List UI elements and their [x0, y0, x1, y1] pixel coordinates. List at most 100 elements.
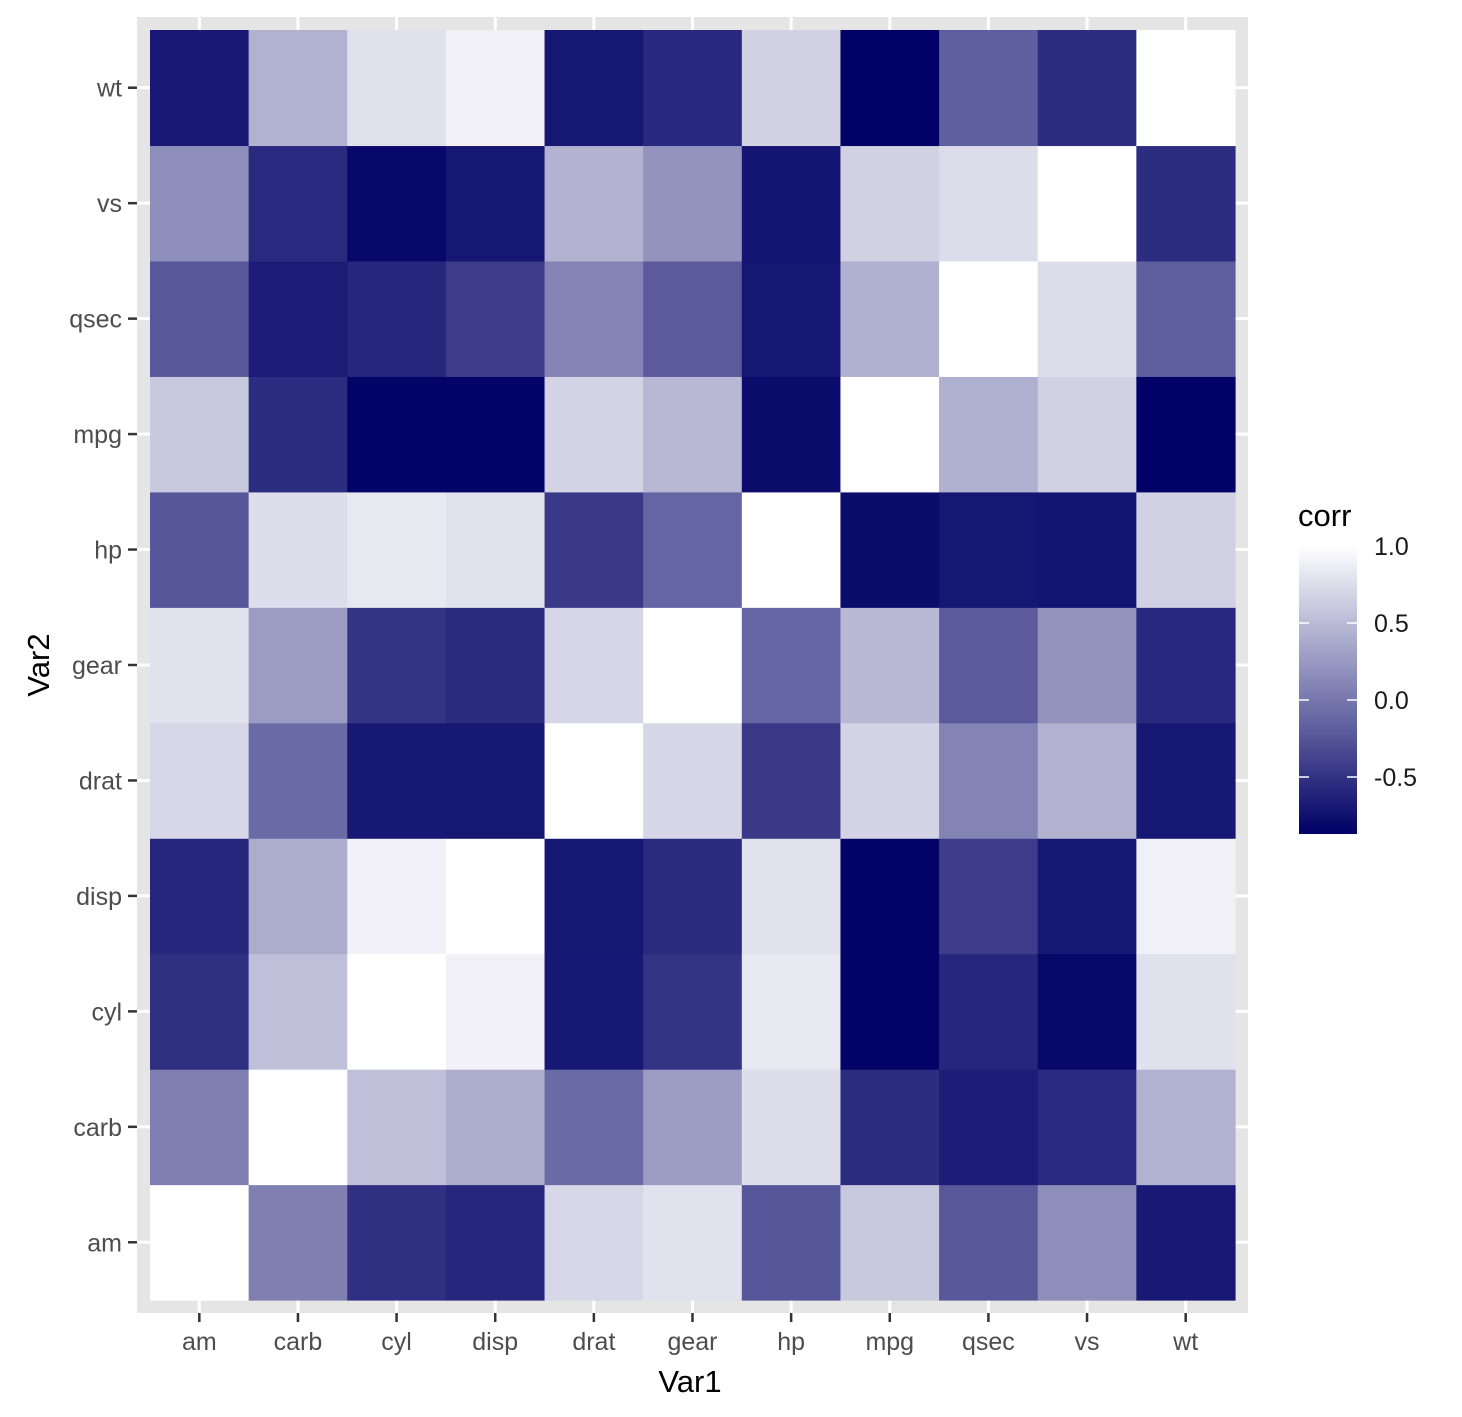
heatmap-cell-am-wt	[150, 30, 250, 147]
heatmap-cell-mpg-am	[840, 1184, 940, 1301]
heatmap-cell-cyl-vs	[347, 145, 447, 262]
heatmap-cell-hp-am	[741, 1184, 842, 1301]
heatmap-cell-qsec-carb	[939, 1069, 1039, 1186]
heatmap-cell-gear-am	[643, 1184, 743, 1301]
heatmap-cell-am-vs	[150, 145, 250, 262]
heatmap-cell-cyl-carb	[347, 1069, 447, 1186]
heatmap-cell-gear-drat	[643, 722, 743, 839]
heatmap-cell-carb-gear	[248, 607, 348, 724]
heatmap-cell-wt-disp	[1136, 838, 1236, 955]
y-tick-label-qsec: qsec	[69, 306, 122, 334]
heatmap-cell-carb-disp	[248, 838, 348, 955]
heatmap-cell-am-qsec	[150, 260, 250, 377]
heatmap-cell-carb-hp	[248, 491, 348, 608]
legend-ticks: 1.0 0.5 0.0 -0.5	[1299, 533, 1417, 792]
heatmap-cell-vs-cyl	[1037, 953, 1137, 1070]
heatmap-cell-gear-mpg	[643, 376, 743, 493]
heatmap-cell-vs-gear	[1037, 607, 1137, 724]
y-tick-label-disp: disp	[76, 883, 122, 911]
heatmap-cell-gear-disp	[643, 838, 743, 955]
heatmap-cell-wt-mpg	[1136, 376, 1236, 493]
heatmap-cell-carb-mpg	[248, 376, 348, 493]
heatmap-cell-cyl-drat	[347, 722, 447, 839]
legend-tick-label: 1.0	[1374, 533, 1409, 561]
heatmap-cell-cyl-wt	[347, 30, 447, 147]
heatmap-cell-mpg-cyl	[840, 953, 940, 1070]
heatmap-cell-am-gear	[150, 607, 250, 724]
heatmap-cell-qsec-wt	[939, 30, 1039, 147]
heatmap-cell-drat-drat	[544, 722, 644, 839]
heatmap-cell-qsec-qsec	[939, 260, 1039, 377]
heatmap-cell-drat-disp	[544, 838, 644, 955]
heatmap-cell-am-am	[150, 1184, 250, 1301]
heatmap-cell-gear-vs	[643, 145, 743, 262]
x-tick-label-cyl: cyl	[381, 1328, 412, 1356]
y-tick-label-am: am	[87, 1229, 122, 1257]
heatmap-cell-qsec-hp	[939, 491, 1039, 608]
heatmap-cell-am-drat	[150, 722, 250, 839]
heatmap-cell-hp-cyl	[741, 953, 842, 1070]
heatmap-cell-gear-gear	[643, 607, 743, 724]
heatmap-cell-cyl-hp	[347, 491, 447, 608]
heatmap-cell-am-cyl	[150, 953, 250, 1070]
heatmap-cell-drat-gear	[544, 607, 644, 724]
x-tick-label-gear: gear	[667, 1328, 717, 1356]
heatmap-cell-disp-gear	[445, 607, 546, 724]
heatmap-cell-disp-wt	[445, 30, 546, 147]
y-tick-label-drat: drat	[79, 767, 122, 795]
heatmap-cell-vs-mpg	[1037, 376, 1137, 493]
x-axis-title: Var1	[658, 1364, 721, 1399]
heatmap-cell-wt-am	[1136, 1184, 1236, 1301]
heatmap-cell-qsec-vs	[939, 145, 1039, 262]
heatmap-cell-carb-wt	[248, 30, 348, 147]
x-tick-label-disp: disp	[472, 1328, 518, 1356]
heatmap-cell-qsec-cyl	[939, 953, 1039, 1070]
heatmap-cell-vs-am	[1037, 1184, 1137, 1301]
legend-tick-label: 0.5	[1374, 610, 1409, 638]
heatmap-cell-qsec-mpg	[939, 376, 1039, 493]
heatmap-cells	[150, 30, 1236, 1301]
heatmap-cell-wt-qsec	[1136, 260, 1236, 377]
heatmap-cell-am-disp	[150, 838, 250, 955]
heatmap-cell-am-mpg	[150, 376, 250, 493]
heatmap-cell-am-hp	[150, 491, 250, 608]
heatmap-cell-drat-am	[544, 1184, 644, 1301]
heatmap-cell-hp-mpg	[741, 376, 842, 493]
heatmap-cell-drat-vs	[544, 145, 644, 262]
heatmap-cell-hp-gear	[741, 607, 842, 724]
y-axis: am carb cyl disp drat gear hp mpg qsec vs wt	[69, 75, 137, 1257]
heatmap-cell-mpg-hp	[840, 491, 940, 608]
heatmap-cell-disp-vs	[445, 145, 546, 262]
heatmap-cell-cyl-disp	[347, 838, 447, 955]
heatmap-cell-qsec-disp	[939, 838, 1039, 955]
heatmap-cell-vs-wt	[1037, 30, 1137, 147]
heatmap-cell-wt-drat	[1136, 722, 1236, 839]
heatmap-cell-hp-qsec	[741, 260, 842, 377]
heatmap-cell-drat-carb	[544, 1069, 644, 1186]
heatmap-cell-disp-mpg	[445, 376, 546, 493]
heatmap-cell-hp-hp	[741, 491, 842, 608]
heatmap-cell-qsec-drat	[939, 722, 1039, 839]
heatmap-cell-cyl-am	[347, 1184, 447, 1301]
heatmap-cell-am-carb	[150, 1069, 250, 1186]
heatmap-cell-mpg-vs	[840, 145, 940, 262]
heatmap-cell-drat-cyl	[544, 953, 644, 1070]
heatmap-cell-hp-vs	[741, 145, 842, 262]
heatmap-cell-gear-cyl	[643, 953, 743, 1070]
y-tick-label-wt: wt	[96, 75, 122, 103]
heatmap-cell-wt-gear	[1136, 607, 1236, 724]
heatmap-cell-gear-carb	[643, 1069, 743, 1186]
y-tick-label-vs: vs	[97, 190, 122, 218]
heatmap-cell-qsec-gear	[939, 607, 1039, 724]
heatmap-cell-vs-vs	[1037, 145, 1137, 262]
heatmap-cell-disp-qsec	[445, 260, 546, 377]
heatmap-cell-vs-hp	[1037, 491, 1137, 608]
heatmap-cell-carb-vs	[248, 145, 348, 262]
y-tick-label-hp: hp	[94, 537, 122, 565]
heatmap-cell-wt-wt	[1136, 30, 1236, 147]
heatmap-cell-drat-qsec	[544, 260, 644, 377]
legend-title: corr	[1298, 498, 1351, 533]
x-axis: am carb cyl disp drat gear hp mpg qsec vs wt	[182, 1313, 1198, 1356]
heatmap-cell-disp-disp	[445, 838, 546, 955]
